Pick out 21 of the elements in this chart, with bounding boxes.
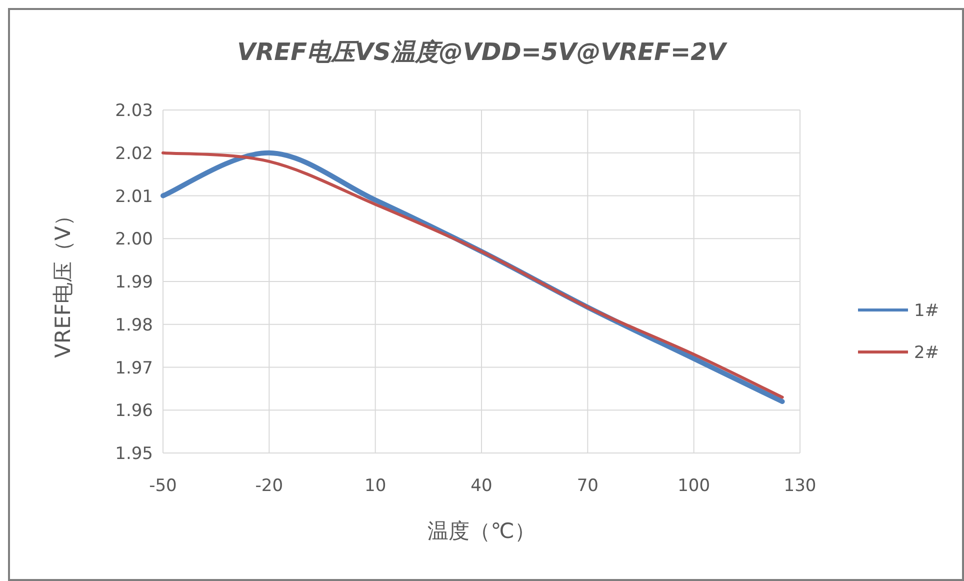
y-axis-title: VREF电压（V） [51, 205, 75, 358]
y-tick-label: 2.01 [115, 186, 153, 207]
y-tick-label: 1.97 [115, 358, 153, 378]
x-tick-label: 70 [576, 476, 598, 496]
legend-label: 1# [914, 301, 940, 321]
y-tick-label: 1.96 [115, 401, 153, 422]
y-tick-label: 2.00 [115, 230, 153, 250]
y-tick-label: 1.95 [115, 444, 153, 464]
chart-title: VREF电压VS温度@VDD=5V@VREF=2V [237, 38, 728, 66]
x-axis-title: 温度（℃） [428, 519, 536, 543]
x-tick-label: 100 [678, 476, 710, 496]
y-tick-label: 2.03 [115, 101, 153, 121]
y-tick-label: 1.98 [115, 315, 153, 336]
x-tick-label: -50 [149, 476, 177, 496]
y-tick-label: 2.02 [115, 144, 153, 164]
x-tick-label: 130 [784, 476, 816, 496]
legend-label: 2# [914, 343, 940, 363]
x-tick-label: 10 [364, 476, 386, 496]
y-tick-label: 1.99 [115, 272, 153, 292]
x-tick-label: -20 [255, 476, 284, 496]
x-tick-label: 40 [470, 476, 492, 496]
